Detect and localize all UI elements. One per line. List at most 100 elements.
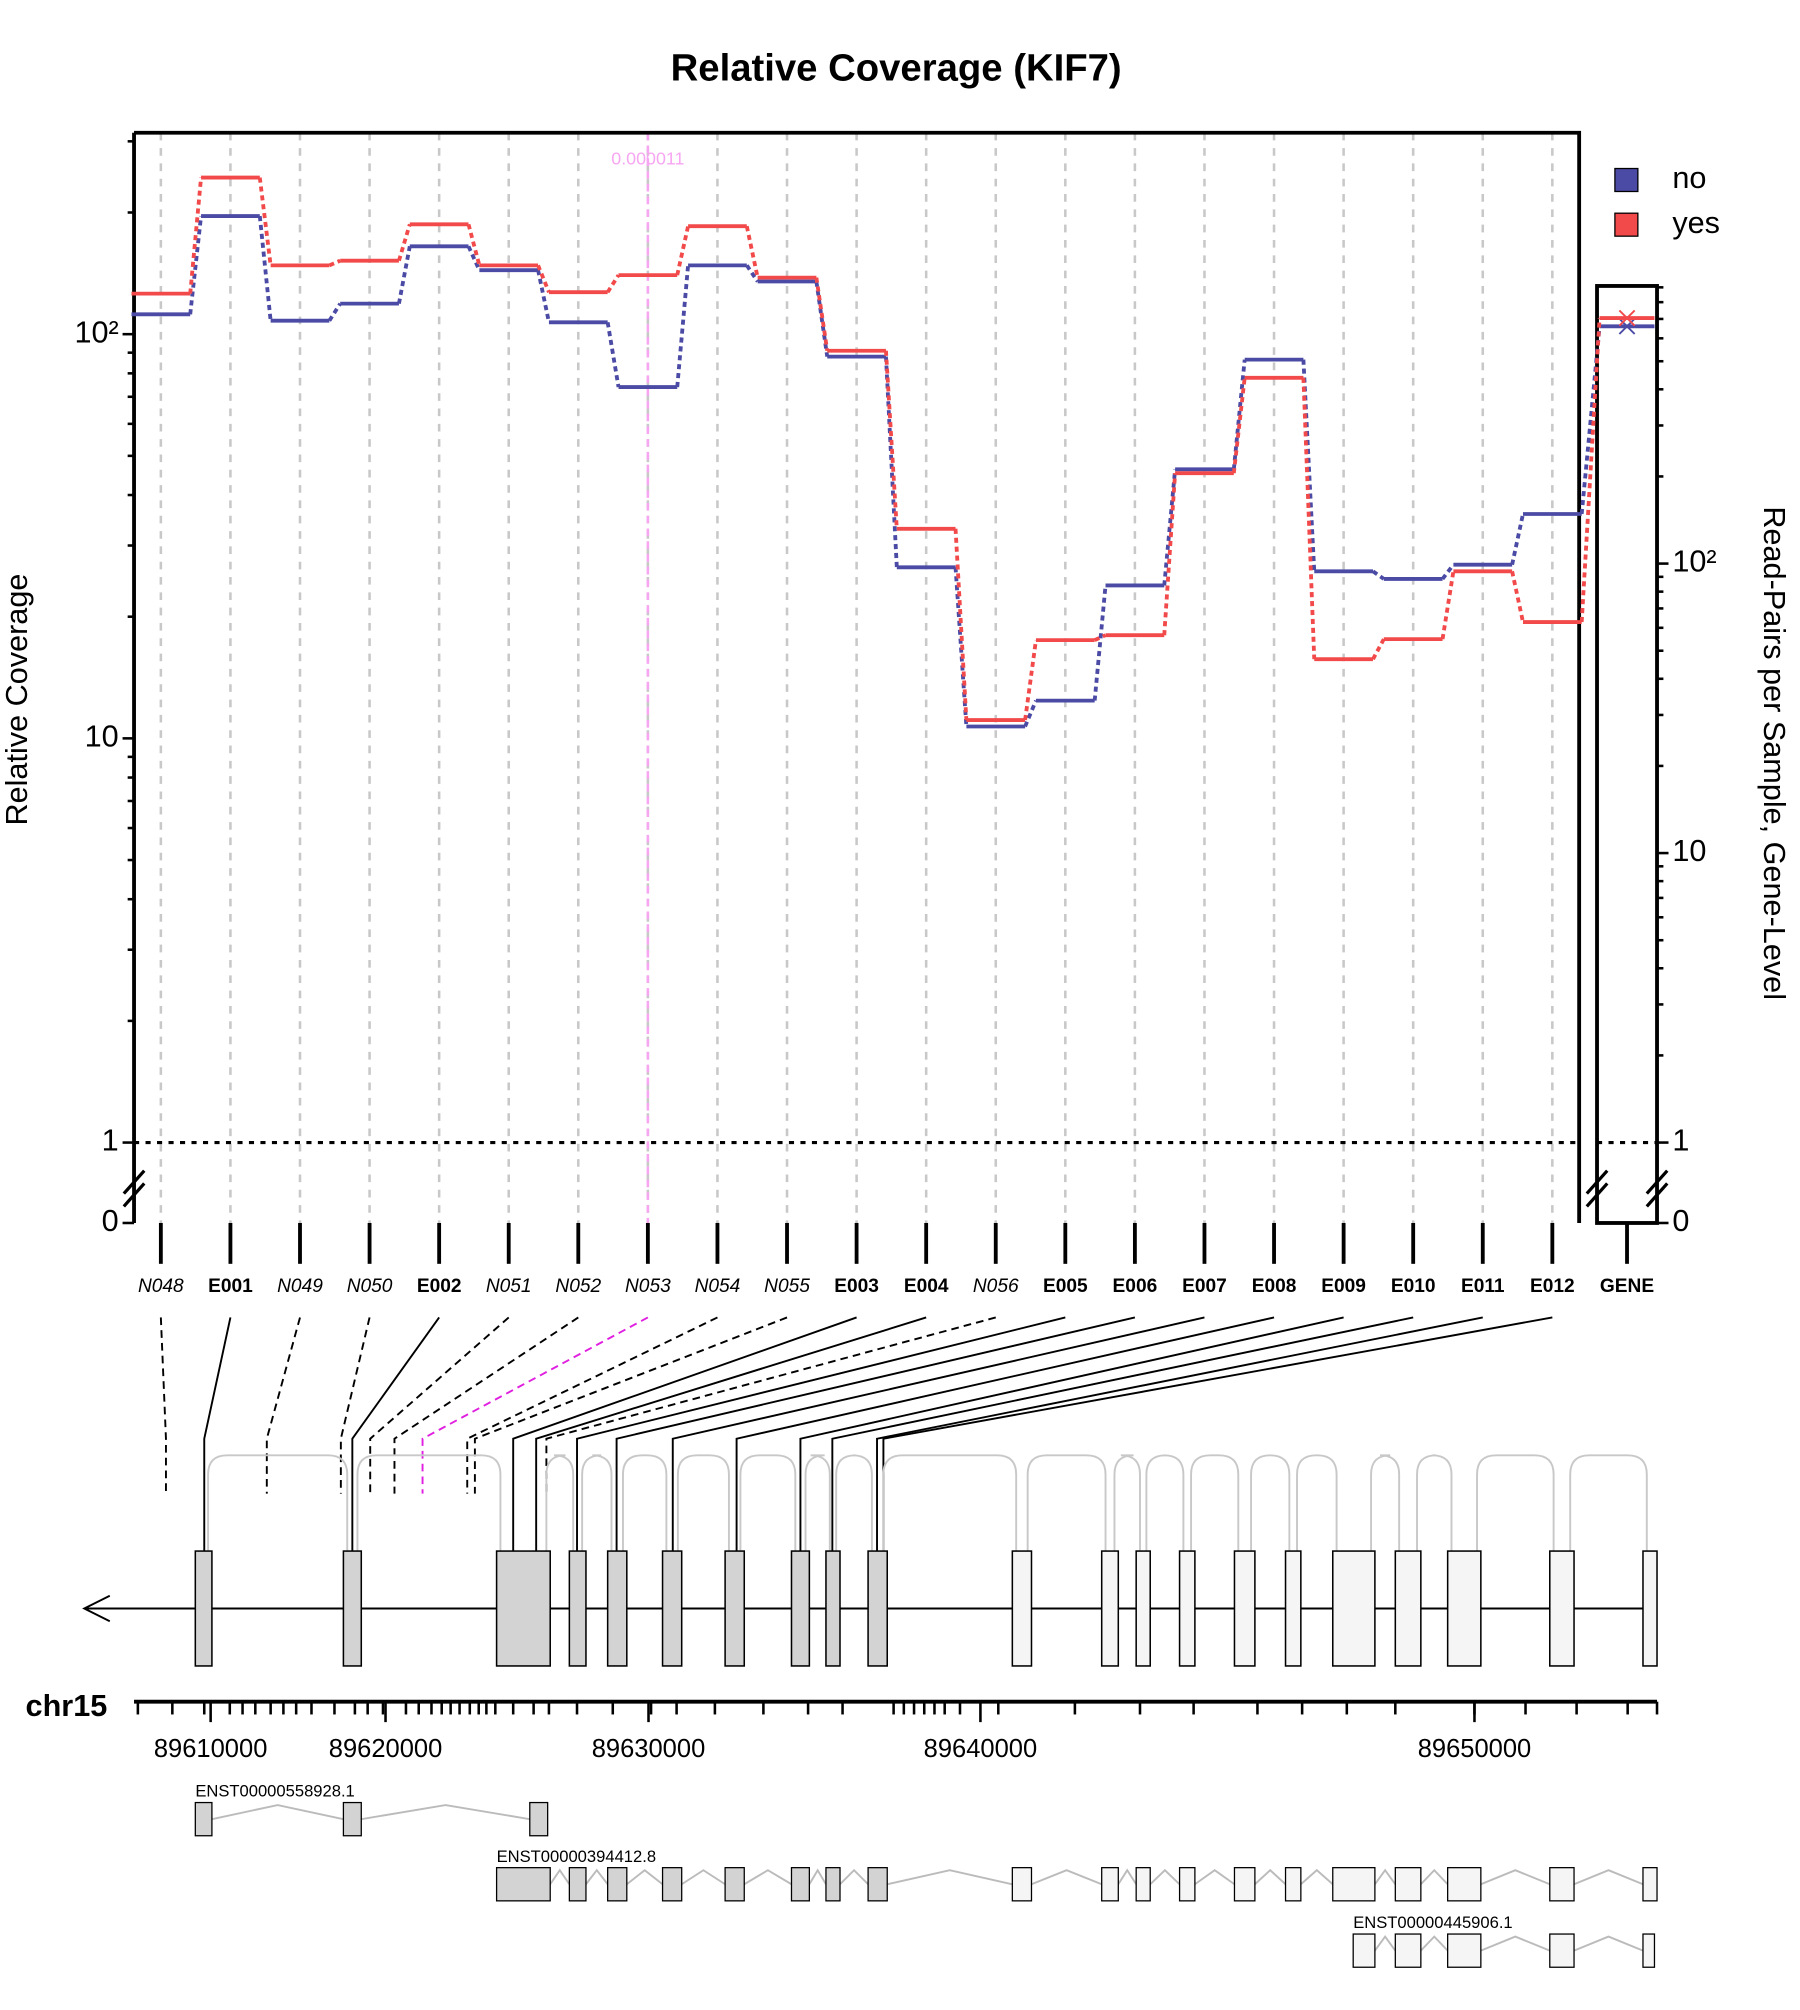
transcript-exon <box>867 1867 888 1902</box>
transcript-label: ENST00000445906.1 <box>1353 1913 1512 1932</box>
transcript-intron <box>887 1869 1013 1886</box>
transcript-label: ENST00000394412.8 <box>497 1847 656 1866</box>
junction-arc <box>1296 1454 1338 1552</box>
legend-swatch <box>1614 212 1639 237</box>
exon-connector <box>473 1316 788 1494</box>
axis-break <box>122 1182 146 1208</box>
transcript-intron <box>361 1804 530 1821</box>
transcript-exon <box>1284 1867 1302 1902</box>
junction-arc <box>676 1454 730 1552</box>
exon-connector <box>351 1316 440 1552</box>
x-tick-label: E002 <box>417 1276 462 1297</box>
transcript-intron <box>1573 1935 1644 1952</box>
coverage-connector <box>328 258 341 268</box>
axis-break <box>1645 1182 1669 1208</box>
exon <box>867 1550 888 1667</box>
x-tick-label: E005 <box>1043 1276 1088 1297</box>
transcript-exon <box>1352 1933 1376 1968</box>
transcript-exon <box>529 1801 549 1837</box>
coverage-connector <box>1162 473 1178 636</box>
transcript-intron <box>1374 1868 1397 1885</box>
transcript-exon <box>790 1867 810 1902</box>
x-tick-label: E012 <box>1530 1276 1575 1297</box>
x-tick-label: N050 <box>347 1276 393 1297</box>
x-tick-label: E004 <box>904 1276 949 1297</box>
junction-arc <box>207 1454 349 1552</box>
transcript-intron <box>549 1868 571 1885</box>
y-tick-label: 1 <box>102 1124 119 1158</box>
exon-connector <box>466 1316 718 1494</box>
transcript-exon <box>825 1867 841 1902</box>
junction-arc <box>1569 1454 1648 1552</box>
junction-arc <box>1250 1454 1291 1552</box>
coverage-connector <box>884 350 899 529</box>
exon <box>825 1550 841 1667</box>
exon <box>1284 1550 1302 1667</box>
transcript-intron <box>1374 1934 1397 1952</box>
transcript-exon <box>1135 1867 1151 1902</box>
junction-arc <box>804 1454 831 1552</box>
x-tick-label: E006 <box>1113 1276 1158 1297</box>
axis-break <box>1645 1169 1669 1195</box>
exon-connector <box>535 1316 927 1552</box>
exon <box>606 1550 628 1667</box>
x-tick-label: E011 <box>1461 1276 1505 1297</box>
x-tick-label: E010 <box>1391 1276 1436 1297</box>
junction-arc <box>882 1454 1018 1552</box>
exon-connector <box>671 1316 1205 1552</box>
transcript-exon <box>1549 1933 1575 1968</box>
x-tick-label: N049 <box>277 1276 323 1297</box>
transcript-exon <box>1642 1867 1658 1902</box>
coverage-connector <box>814 281 830 357</box>
exon-connector <box>512 1316 857 1552</box>
genome-tick-label: 89620000 <box>329 1735 443 1763</box>
exon-connector <box>799 1316 1344 1552</box>
transcript-exon <box>495 1867 551 1902</box>
coverage-connector <box>1440 571 1456 640</box>
transcript-intron <box>1194 1869 1236 1886</box>
junction-arc <box>739 1454 797 1552</box>
coverage-connector <box>606 274 621 294</box>
legend-swatch <box>1614 167 1639 193</box>
coverage-connector <box>1510 570 1525 623</box>
transcript-exon <box>1233 1867 1256 1902</box>
coverage-connector <box>675 265 690 388</box>
transcript-exon <box>1447 1933 1482 1968</box>
coverage-connector <box>188 177 203 294</box>
exon <box>1100 1550 1120 1667</box>
plot-frame <box>134 130 1582 1223</box>
transcript-label: ENST00000558928.1 <box>195 1782 354 1801</box>
coverage-connector <box>1301 377 1317 660</box>
y-tick-label: 1 <box>1672 1124 1689 1158</box>
transcript-intron <box>585 1868 609 1885</box>
transcript-intron <box>1420 1868 1449 1885</box>
transcript-intron <box>1254 1868 1287 1885</box>
transcript-exon <box>1642 1933 1656 1968</box>
exon-connector <box>369 1316 510 1494</box>
transcript-exon <box>1394 1933 1422 1968</box>
transcript-intron <box>1480 1935 1551 1952</box>
strand-arrow <box>82 1594 111 1623</box>
junction-arc <box>581 1454 613 1552</box>
x-tick-label: N056 <box>973 1276 1019 1297</box>
coverage-connector <box>1441 563 1455 581</box>
exon <box>1549 1550 1575 1667</box>
axis-break <box>1585 1169 1609 1195</box>
exon <box>661 1550 683 1667</box>
exon <box>568 1550 587 1667</box>
coverage-connector <box>397 223 412 262</box>
transcript-intron <box>1117 1868 1137 1885</box>
coverage-connector <box>1023 699 1038 728</box>
exon-connector <box>831 1316 1414 1552</box>
exon-connector <box>576 1316 1066 1552</box>
exon-connector <box>159 1317 167 1494</box>
exon <box>1642 1550 1658 1667</box>
x-tick-label: N055 <box>764 1276 810 1297</box>
transcript-exon <box>607 1867 628 1902</box>
transcript-exon <box>194 1801 213 1837</box>
coverage-connector <box>814 277 830 352</box>
y2-axis-title: Read-Pairs per Sample, Gene-Level <box>1757 506 1791 1000</box>
exon-connector <box>735 1316 1275 1552</box>
x-tick-label: E007 <box>1182 1276 1227 1297</box>
